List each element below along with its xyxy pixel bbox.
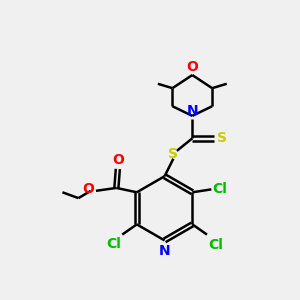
Text: Cl: Cl [212, 182, 227, 197]
Text: O: O [186, 60, 198, 74]
Text: N: N [187, 104, 198, 118]
Text: S: S [217, 131, 227, 145]
Text: Cl: Cl [208, 238, 223, 251]
Text: O: O [82, 182, 94, 197]
Text: O: O [112, 153, 124, 166]
Text: Cl: Cl [106, 238, 121, 251]
Text: N: N [159, 244, 170, 258]
Text: S: S [168, 147, 178, 161]
